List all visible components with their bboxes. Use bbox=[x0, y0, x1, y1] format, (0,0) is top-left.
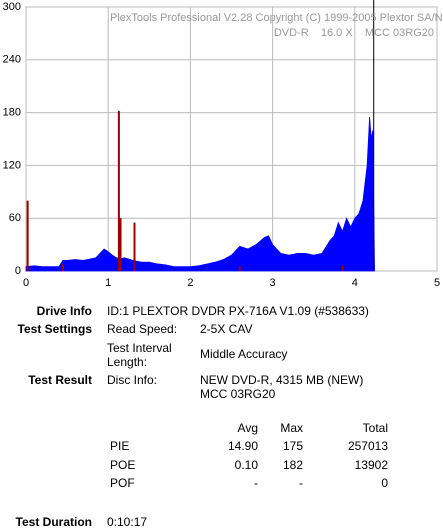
stats-cell: POF bbox=[110, 476, 135, 490]
y-tick-label: 300 bbox=[3, 1, 21, 13]
label: Test Duration bbox=[15, 515, 92, 529]
x-tick-label: 0 bbox=[23, 277, 29, 289]
stats-cell: 175 bbox=[282, 439, 303, 453]
stats-cell: - bbox=[254, 476, 258, 490]
label: Test Interval Length: bbox=[107, 341, 172, 369]
stats-cell: Avg bbox=[237, 421, 258, 435]
x-tick-label: 2 bbox=[187, 277, 193, 289]
chart-header: PlexTools Professional V2.28 Copyright (… bbox=[110, 12, 443, 24]
stats-cell: Max bbox=[280, 421, 303, 435]
plot-frame bbox=[25, 6, 438, 272]
pie-area bbox=[25, 116, 375, 272]
y-tick-label: 60 bbox=[9, 212, 21, 224]
stats-cell: - bbox=[299, 476, 303, 490]
label: Read Speed: bbox=[107, 322, 178, 336]
y-tick-label: 120 bbox=[3, 159, 21, 171]
chart-header: DVD-R 16.0 X MCC 03RG20 bbox=[274, 27, 434, 39]
stats-cell: 13902 bbox=[354, 457, 388, 472]
stats-cell: 257013 bbox=[347, 439, 388, 453]
x-tick-label: 3 bbox=[270, 277, 276, 289]
y-tick-label: 240 bbox=[3, 54, 21, 66]
value: Middle Accuracy bbox=[200, 347, 288, 361]
stats-cell: 182 bbox=[282, 457, 303, 472]
x-tick-label: 1 bbox=[105, 277, 111, 289]
y-tick-label: 180 bbox=[3, 107, 21, 119]
stats-cell: PIE bbox=[110, 439, 130, 453]
value: 0:10:17 bbox=[107, 515, 148, 529]
label: Disc Info: bbox=[107, 373, 158, 387]
stats-cell: 0 bbox=[381, 476, 388, 490]
label: Drive Info bbox=[36, 304, 92, 318]
value: 2-5X CAV bbox=[200, 322, 253, 336]
stats-cell: 0.10 bbox=[234, 457, 258, 472]
label: Test Result bbox=[28, 373, 92, 387]
chart: PlexTools Professional V2.28 Copyright (… bbox=[3, 0, 443, 289]
x-tick-label: 5 bbox=[434, 277, 440, 289]
stats-cell: 14.90 bbox=[227, 439, 258, 453]
stats-cell: POE bbox=[110, 457, 136, 472]
y-tick-label: 0 bbox=[15, 265, 21, 277]
label: Test Settings bbox=[17, 322, 92, 336]
value: NEW DVD-R, 4315 MB (NEW) bbox=[200, 373, 364, 387]
stats-cell: Total bbox=[362, 421, 388, 435]
value: ID:1 PLEXTOR DVDR PX-716A V1.09 (#538633… bbox=[107, 304, 369, 318]
x-tick-label: 4 bbox=[352, 277, 358, 289]
value: MCC 03RG20 bbox=[200, 387, 276, 401]
